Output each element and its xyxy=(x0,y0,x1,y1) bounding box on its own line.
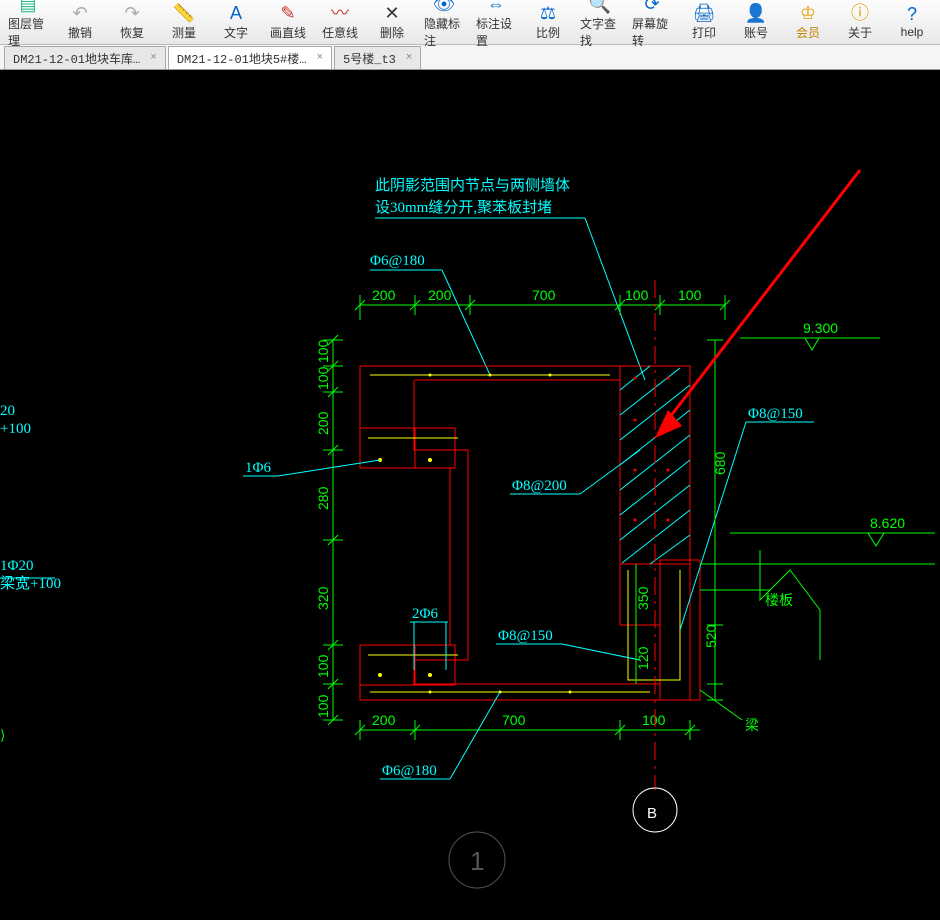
toolbar-隐藏标注[interactable]: 👁隐藏标注 xyxy=(418,0,470,45)
note-line-1: 此阴影范围内节点与两侧墙体 xyxy=(375,177,570,194)
left-fragment-2a: 1Φ20 xyxy=(0,558,33,574)
toolbar-撤销[interactable]: ↶撤销 xyxy=(54,0,106,45)
liang-label: 梁 xyxy=(745,717,759,733)
toolbar-help[interactable]: ?help xyxy=(886,0,938,45)
edge-symbol: ⟩ xyxy=(0,727,5,743)
note-line-2: 设30mm缝分开,聚苯板封堵 xyxy=(375,198,552,216)
toolbar-关于[interactable]: ⓘ关于 xyxy=(834,0,886,45)
toolbar-比例[interactable]: ⚖比例 xyxy=(522,0,574,45)
tab-DM21-12-01地块5#楼…[interactable]: DM21-12-01地块5#楼…× xyxy=(168,46,332,69)
elev-9300: 9.300 xyxy=(803,320,838,336)
dim-b-0: 200 xyxy=(372,712,396,728)
dim-r-1: 350 xyxy=(635,586,651,610)
toolbar-删除[interactable]: ✕删除 xyxy=(366,0,418,45)
elev-8620: 8.620 xyxy=(870,515,905,531)
dim-l-0: 100 xyxy=(315,339,331,363)
dim-r-2: 120 xyxy=(635,646,651,670)
toolbar-屏幕旋转[interactable]: ⟳屏幕旋转 xyxy=(626,0,678,45)
rebar-phi8-200: Φ8@200 xyxy=(512,478,567,494)
tab-5号楼_t3[interactable]: 5号楼_t3× xyxy=(334,46,421,69)
dim-top-0: 200 xyxy=(372,287,396,303)
louban-label: 楼板 xyxy=(765,592,793,608)
drawing-canvas[interactable]: 20 +100 1Φ20 梁宽+100 ⟩ 此阴影范围内节点与两侧墙体 设30m… xyxy=(0,70,940,920)
cad-drawing: 20 +100 1Φ20 梁宽+100 ⟩ 此阴影范围内节点与两侧墙体 设30m… xyxy=(0,70,940,920)
main-toolbar: ▤图层管理↶撤销↷恢复📏测量A文字✎画直线〰任意线✕删除👁隐藏标注⇔标注设置⚖比… xyxy=(0,0,940,45)
dim-r-0: 680 xyxy=(712,451,728,475)
toolbar-文字查找[interactable]: 🔍文字查找 xyxy=(574,0,626,45)
dim-l-1: 100 xyxy=(315,366,331,390)
tab-close-icon[interactable]: × xyxy=(406,52,413,64)
tab-close-icon[interactable]: × xyxy=(316,52,323,64)
rebar-phi8-150-b: Φ8@150 xyxy=(498,628,553,644)
rebar-2phi6: 2Φ6 xyxy=(412,606,438,622)
dim-top-4: 100 xyxy=(678,287,702,303)
grid-b: B xyxy=(647,805,657,822)
toolbar-画直线[interactable]: ✎画直线 xyxy=(262,0,314,45)
left-fragment-1a: 20 xyxy=(0,403,15,419)
dim-l-6: 100 xyxy=(315,694,331,718)
toolbar-恢复[interactable]: ↷恢复 xyxy=(106,0,158,45)
dim-l-5: 100 xyxy=(315,654,331,678)
toolbar-任意线[interactable]: 〰任意线 xyxy=(314,0,366,45)
dim-l-2: 200 xyxy=(315,411,331,435)
toolbar-文字[interactable]: A文字 xyxy=(210,0,262,45)
rebar-top: Φ6@180 xyxy=(370,253,425,269)
toolbar-图层管理[interactable]: ▤图层管理 xyxy=(2,0,54,45)
dim-b-2: 100 xyxy=(642,712,666,728)
toolbar-打印[interactable]: 🖨打印 xyxy=(678,0,730,45)
rebar-phi8-150-r: Φ8@150 xyxy=(748,406,803,422)
rebar-bottom: Φ6@180 xyxy=(382,763,437,779)
dim-top-2: 700 xyxy=(532,287,556,303)
tab-DM21-12-01地块车库…[interactable]: DM21-12-01地块车库…× xyxy=(4,46,166,69)
grid-1: 1 xyxy=(470,846,484,876)
toolbar-标注设置[interactable]: ⇔标注设置 xyxy=(470,0,522,45)
left-fragment-1b: +100 xyxy=(0,421,31,437)
dim-l-4: 320 xyxy=(315,586,331,610)
toolbar-会员[interactable]: ♔会员 xyxy=(782,0,834,45)
document-tabs: DM21-12-01地块车库…×DM21-12-01地块5#楼…×5号楼_t3× xyxy=(0,45,940,70)
tab-close-icon[interactable]: × xyxy=(150,52,157,64)
dim-b-1: 700 xyxy=(502,712,526,728)
rebar-1phi6: 1Φ6 xyxy=(245,460,271,476)
dim-top-1: 200 xyxy=(428,287,452,303)
dim-l-3: 280 xyxy=(315,486,331,510)
dim-top-3: 100 xyxy=(625,287,649,303)
dim-r-3: 520 xyxy=(703,624,719,648)
toolbar-账号[interactable]: 👤账号 xyxy=(730,0,782,45)
toolbar-测量[interactable]: 📏测量 xyxy=(158,0,210,45)
